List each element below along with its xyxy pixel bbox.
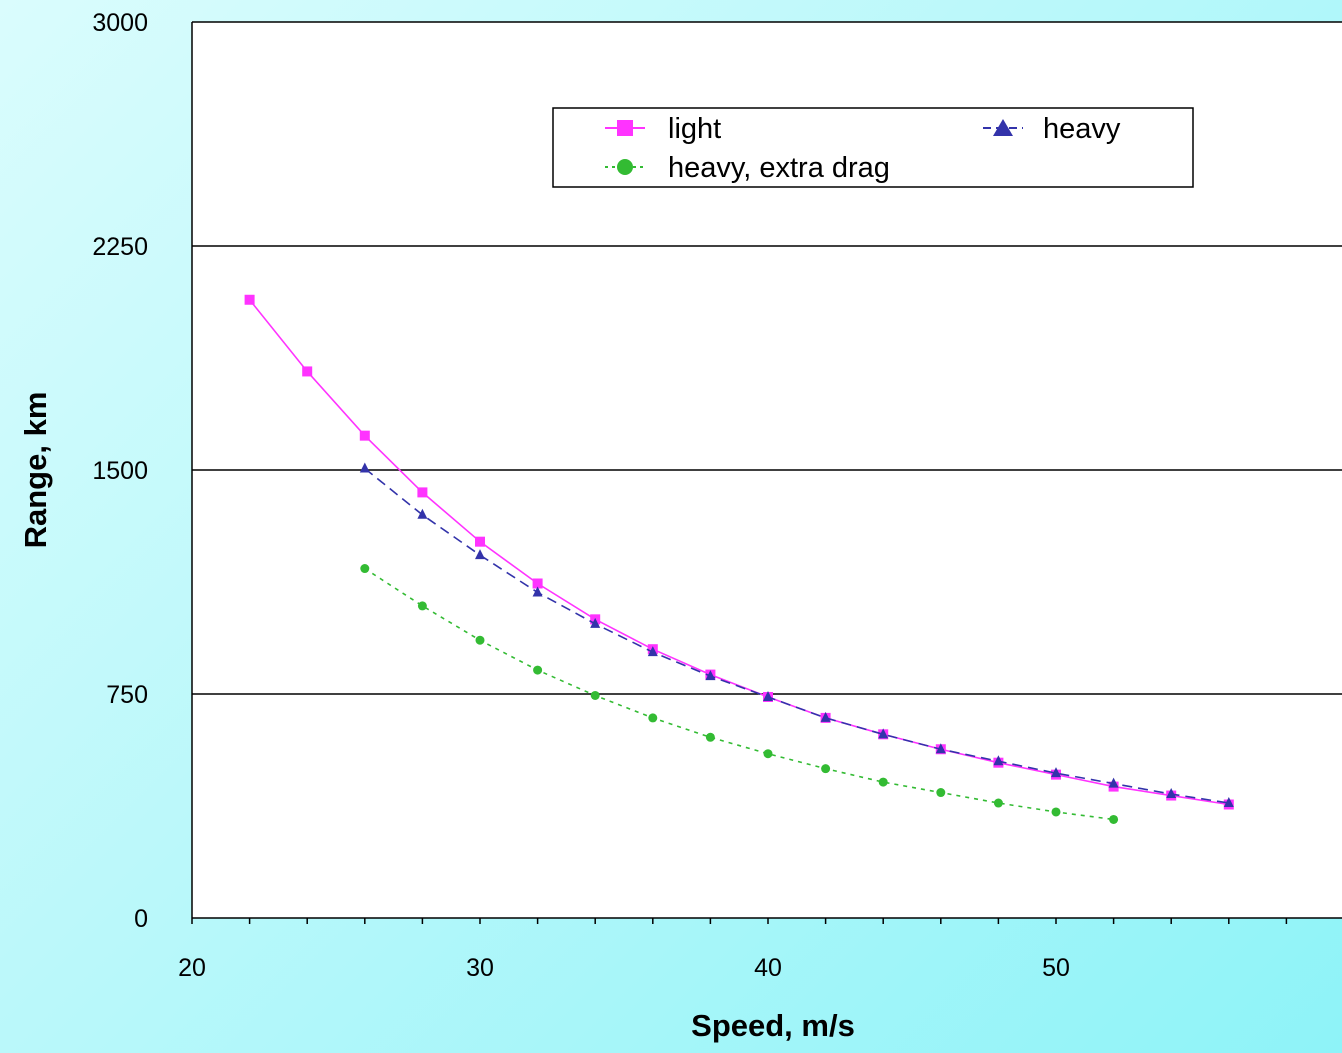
data-point [705, 732, 715, 742]
y-tick-label: 3000 [92, 9, 148, 37]
legend-label-heavy-extra-drag: heavy, extra drag [668, 152, 890, 184]
x-tick-label: 40 [754, 954, 782, 982]
series-line [364, 467, 1229, 804]
data-point [936, 788, 946, 798]
data-point [475, 635, 485, 645]
series-line [364, 567, 1114, 821]
circle-marker-icon [617, 159, 633, 175]
x-axis-title: Speed, m/s [691, 1008, 855, 1043]
data-point [475, 536, 485, 547]
data-point [935, 743, 946, 754]
data-point [532, 578, 543, 589]
legend-entry-heavy-extra-drag: heavy, extra drag [605, 152, 890, 184]
data-point [359, 462, 370, 473]
data-point [993, 755, 1004, 766]
data-point [1108, 777, 1119, 788]
data-point [417, 601, 427, 611]
data-point [417, 487, 428, 498]
x-tick-label: 50 [1042, 954, 1070, 982]
data-point [359, 430, 370, 441]
data-point [475, 549, 485, 560]
y-tick-label: 750 [106, 681, 148, 709]
axes [191, 22, 1342, 924]
data-point [705, 670, 716, 681]
data-point [1051, 807, 1061, 817]
data-point [1166, 788, 1177, 799]
data-point [302, 366, 313, 377]
legend-label-light: light [668, 113, 721, 145]
gridlines [192, 21, 1342, 695]
data-point [993, 798, 1003, 808]
data-point [820, 711, 831, 722]
data-point [647, 646, 658, 657]
data-point [1109, 814, 1119, 824]
series-heavy [359, 462, 1234, 808]
y-tick-label: 2250 [92, 233, 148, 261]
legend: light heavy heavy, extra drag [552, 107, 1194, 188]
series-group [244, 294, 1234, 824]
series-heavy-extra-drag [360, 564, 1119, 824]
data-point [590, 617, 601, 628]
legend-entry-heavy: heavy [983, 113, 1121, 145]
data-point [878, 728, 889, 739]
legend-entry-light: light [605, 113, 721, 145]
data-point [763, 749, 773, 759]
y-axis-title: Range, km [18, 392, 53, 549]
data-point [532, 586, 543, 597]
legend-box [552, 107, 1194, 188]
data-point [244, 294, 255, 305]
x-tick-label: 20 [178, 954, 206, 982]
data-point [533, 665, 543, 675]
triangle-marker-icon [993, 119, 1013, 136]
data-point [360, 564, 370, 574]
data-point [1051, 767, 1061, 778]
data-point [763, 690, 773, 701]
data-point [878, 777, 888, 787]
data-point [648, 713, 658, 723]
x-tick-label: 30 [466, 954, 494, 982]
data-point [590, 690, 600, 700]
legend-label-heavy: heavy [1043, 113, 1121, 145]
square-marker-icon [617, 120, 633, 136]
y-tick-label: 1500 [92, 457, 148, 485]
data-point [1223, 797, 1234, 808]
data-point [821, 764, 831, 774]
tick-labels: 0 750 1500 2250 3000 20 30 40 50 [92, 9, 1070, 982]
y-tick-label: 0 [134, 905, 148, 933]
data-point [417, 508, 428, 519]
